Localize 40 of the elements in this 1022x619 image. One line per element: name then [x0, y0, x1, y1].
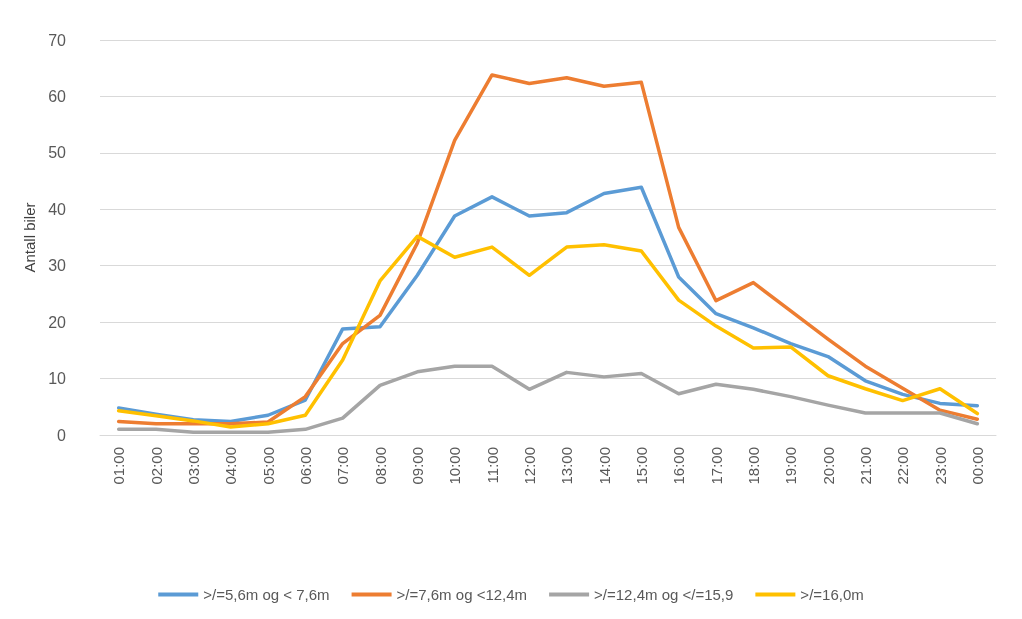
- y-tick-label: 70: [48, 31, 67, 49]
- x-tick-label: 09:00: [408, 447, 426, 485]
- x-tick-label: 03:00: [184, 447, 202, 485]
- legend-label: >/=16,0m: [800, 586, 864, 603]
- y-tick-label: 40: [48, 200, 67, 218]
- x-tick-label: 21:00: [856, 447, 874, 485]
- x-tick-label: 16:00: [670, 447, 688, 485]
- y-tick-label: 30: [48, 257, 67, 275]
- x-tick-label: 19:00: [782, 447, 800, 485]
- x-tick-label: 04:00: [222, 447, 240, 485]
- x-tick-label: 05:00: [259, 447, 277, 485]
- x-tick-label: 06:00: [296, 447, 314, 485]
- x-tick-label: 07:00: [334, 447, 352, 485]
- x-tick-label: 18:00: [744, 447, 762, 485]
- legend-label: >/=12,4m og </=15,9: [594, 586, 734, 603]
- x-tick-label: 17:00: [707, 447, 725, 485]
- x-tick-label: 02:00: [147, 447, 165, 485]
- x-tick-label: 01:00: [110, 447, 128, 485]
- line-series: [116, 234, 980, 429]
- x-tick-label: 13:00: [558, 447, 576, 485]
- y-tick-label: 20: [48, 313, 67, 331]
- x-tick-label: 00:00: [968, 447, 986, 485]
- x-tick-label: 11:00: [483, 447, 501, 484]
- x-tick-label: 12:00: [520, 447, 538, 485]
- x-tick-label: 23:00: [931, 447, 949, 485]
- x-tick-label: 22:00: [894, 447, 912, 485]
- y-tick-label: 60: [48, 87, 67, 105]
- x-tick-label: 20:00: [819, 447, 837, 485]
- x-tick-label: 14:00: [595, 447, 613, 485]
- x-tick-label: 10:00: [446, 447, 464, 485]
- legend-label: >/=7,6m og <12,4m: [396, 586, 528, 603]
- line-series: [116, 73, 980, 426]
- x-tick-label: 15:00: [632, 447, 650, 485]
- legend-label: >/=5,6m og < 7,6m: [203, 586, 330, 603]
- line-series: [116, 364, 980, 434]
- x-tick-label: 08:00: [371, 447, 389, 485]
- y-tick-label: 50: [48, 144, 67, 162]
- y-tick-label: 10: [48, 370, 67, 388]
- y-tick-label: 0: [57, 426, 67, 444]
- y-axis-title: Antall biler: [21, 202, 39, 273]
